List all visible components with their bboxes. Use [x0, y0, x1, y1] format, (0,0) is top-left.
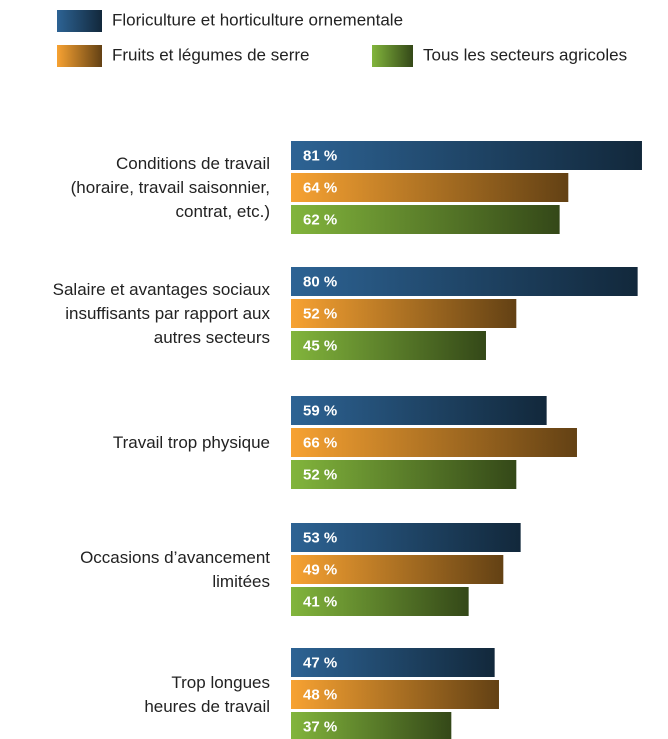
- bar-value-label: 62 %: [303, 211, 337, 228]
- category-label: Trop longues heures de travail: [144, 672, 270, 716]
- bar: [291, 712, 452, 739]
- bar-value-label: 48 %: [303, 686, 337, 703]
- category-label: Travail trop physique: [112, 432, 270, 452]
- bar: [291, 331, 486, 360]
- bar: [291, 428, 577, 457]
- legend-label: Floriculture et horticulture ornementale: [112, 10, 403, 29]
- category-label: Salaire et avantages sociaux insuffisant…: [52, 279, 270, 347]
- bar-value-label: 66 %: [303, 434, 337, 451]
- legend-swatch: [57, 45, 102, 67]
- bar-value-label: 80 %: [303, 273, 337, 290]
- legend-swatch: [57, 10, 102, 32]
- legend-swatch: [372, 45, 413, 67]
- bar-value-label: 53 %: [303, 529, 337, 546]
- legend-label: Fruits et légumes de serre: [112, 45, 309, 64]
- bar: [291, 141, 642, 170]
- legend-label: Tous les secteurs agricoles: [423, 45, 627, 64]
- bar-value-label: 49 %: [303, 561, 337, 578]
- bar-value-label: 45 %: [303, 337, 337, 354]
- bar-value-label: 64 %: [303, 179, 337, 196]
- bar: [291, 173, 569, 202]
- bar: [291, 396, 547, 425]
- bar-value-label: 81 %: [303, 147, 337, 164]
- bar-value-label: 59 %: [303, 402, 337, 419]
- bar: [291, 523, 521, 552]
- bar-value-label: 37 %: [303, 718, 337, 735]
- category-label: Conditions de travail (horaire, travail …: [70, 153, 270, 221]
- bar-value-label: 47 %: [303, 654, 337, 671]
- bar-value-label: 41 %: [303, 593, 337, 610]
- bar: [291, 299, 517, 328]
- bar: [291, 460, 517, 489]
- bar: [291, 267, 638, 296]
- bar: [291, 555, 504, 584]
- bar: [291, 648, 495, 677]
- bar: [291, 680, 499, 709]
- bar-value-label: 52 %: [303, 466, 337, 483]
- bar: [291, 587, 469, 616]
- category-label: Occasions d’avancement limitées: [80, 547, 270, 591]
- bar: [291, 205, 560, 234]
- bar-value-label: 52 %: [303, 305, 337, 322]
